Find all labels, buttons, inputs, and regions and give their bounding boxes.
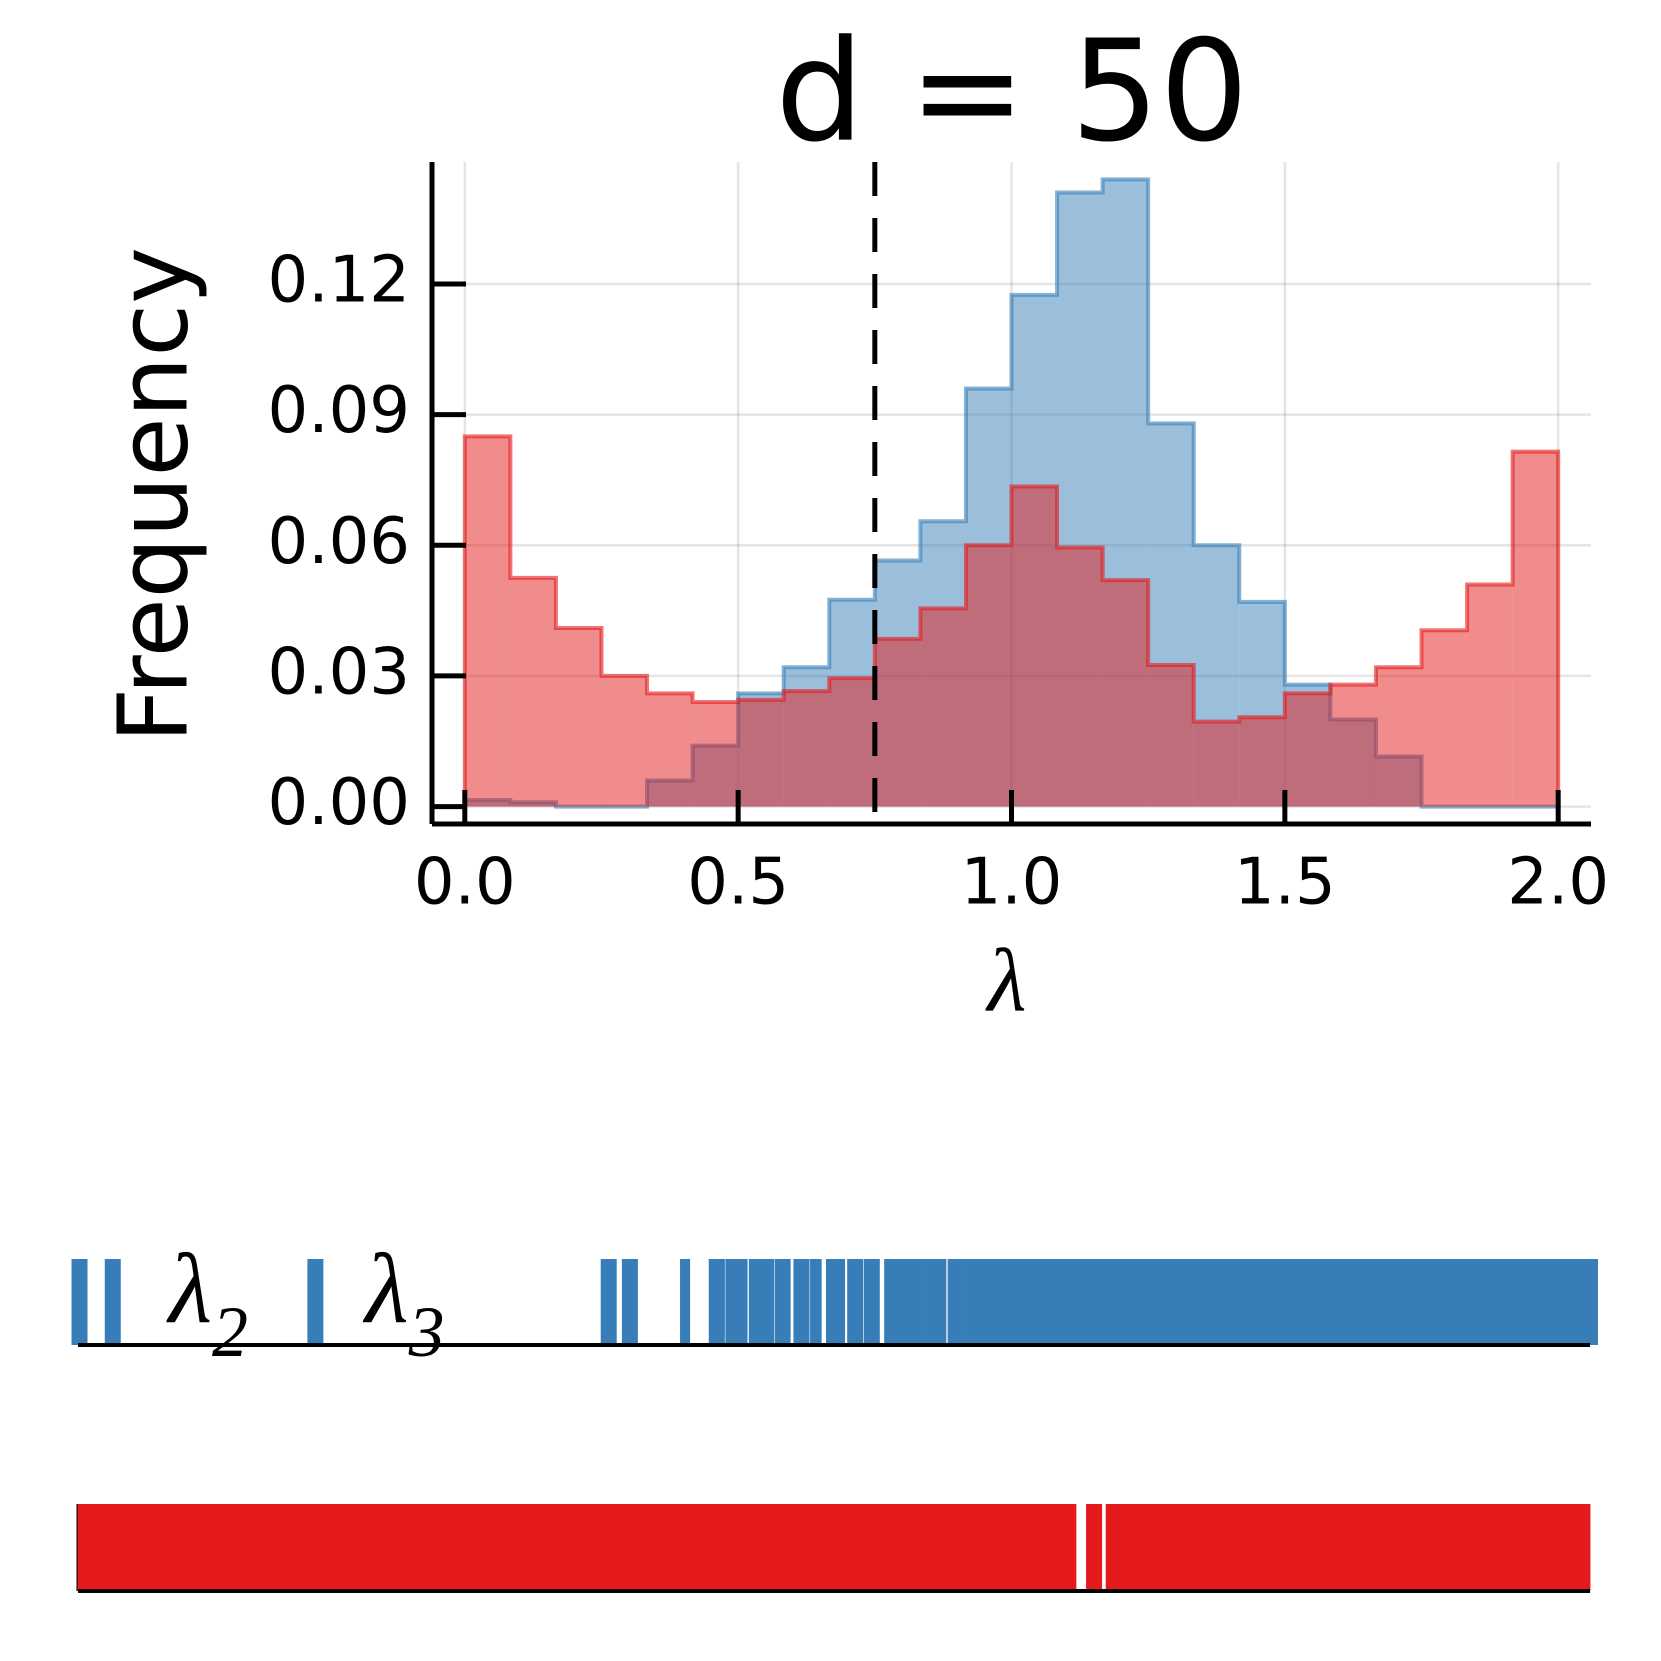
histogram-bar xyxy=(1239,717,1285,807)
histogram-bar xyxy=(1330,684,1376,807)
histogram-bar xyxy=(464,436,511,807)
rug-label-symbol: λ xyxy=(362,1233,408,1344)
histogram-bar xyxy=(920,608,966,807)
histogram-bar xyxy=(1284,693,1331,807)
y-tick-label: 0.00 xyxy=(268,766,411,840)
histogram-bar xyxy=(1375,667,1422,807)
y-tick-label: 0.09 xyxy=(268,374,411,448)
histogram-bar xyxy=(1011,486,1058,807)
x-tick-label: 1.0 xyxy=(961,846,1063,920)
histogram-bar xyxy=(874,638,921,807)
histogram-bar xyxy=(1057,547,1103,807)
y-axis-label: Frequency xyxy=(97,247,209,743)
histogram-bar xyxy=(1421,630,1468,807)
histogram-bar xyxy=(829,678,875,807)
histogram-bar xyxy=(1148,665,1194,807)
histogram-bar xyxy=(1193,721,1240,807)
histogram-bar xyxy=(1102,580,1149,807)
rug-label: λ3 xyxy=(362,1233,444,1372)
chart-title: d = 50 xyxy=(775,11,1248,174)
histogram-bar xyxy=(1512,451,1559,807)
x-axis-label: λ xyxy=(985,932,1027,1031)
y-tick-label: 0.06 xyxy=(268,505,411,579)
x-tick-label: 2.0 xyxy=(1507,846,1609,920)
histogram-bar xyxy=(601,675,648,807)
histogram-bar xyxy=(783,691,830,807)
x-tick-label: 1.5 xyxy=(1234,846,1336,920)
x-tick-label: 0.0 xyxy=(414,846,516,920)
histogram-bar xyxy=(555,628,602,807)
rug-label-subscript: 3 xyxy=(408,1292,445,1372)
histogram-bar xyxy=(692,702,739,807)
histogram-bar xyxy=(510,577,556,807)
histogram-bar xyxy=(647,693,693,807)
y-tick-label: 0.12 xyxy=(268,244,411,318)
y-tick-label: 0.03 xyxy=(268,635,411,709)
rug-label: λ2 xyxy=(166,1233,248,1372)
x-tick-label: 0.5 xyxy=(687,846,789,920)
histogram-bar xyxy=(965,545,1012,807)
rug-label-symbol: λ xyxy=(166,1233,212,1344)
histogram-outline xyxy=(462,434,1561,807)
rug-label-subscript: 2 xyxy=(212,1292,248,1372)
histogram-bar xyxy=(738,699,784,807)
histogram-bar xyxy=(1467,584,1513,807)
